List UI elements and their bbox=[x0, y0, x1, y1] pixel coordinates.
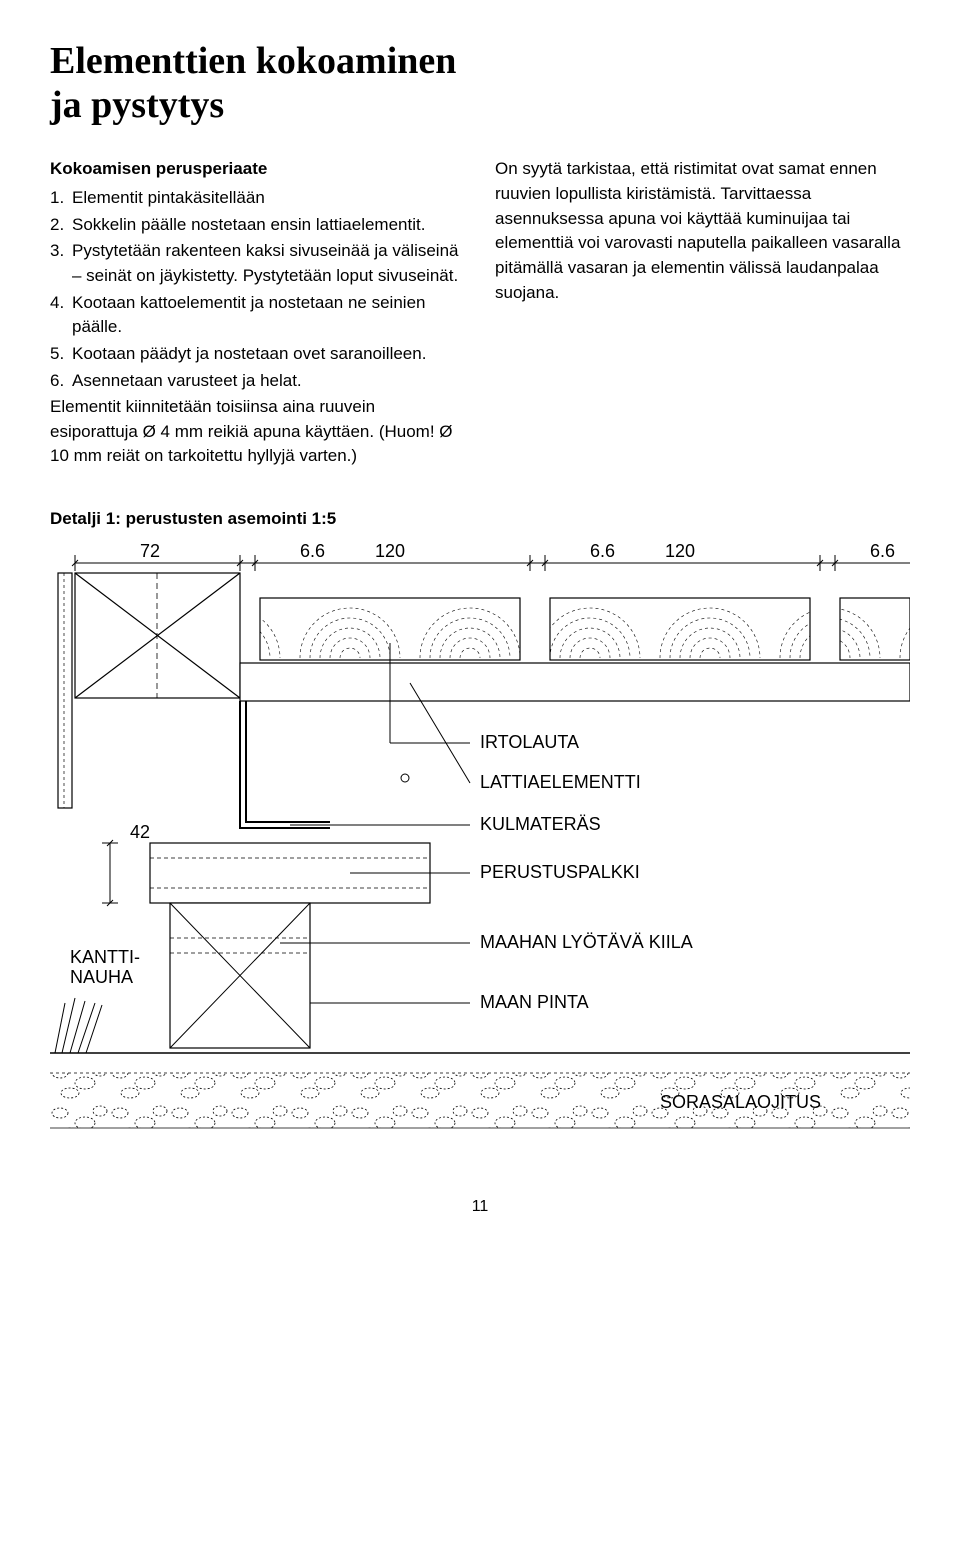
title-line-2: ja pystytys bbox=[50, 84, 224, 126]
detail-caption: Detalji 1: perustusten asemointi 1:5 bbox=[50, 509, 910, 529]
svg-text:SORASALAOJITUS: SORASALAOJITUS bbox=[660, 1092, 821, 1112]
svg-text:KANTTI-: KANTTI- bbox=[70, 947, 140, 967]
svg-text:72: 72 bbox=[140, 543, 160, 561]
right-paragraph: On syytä tarkistaa, että ristimitat ovat… bbox=[495, 157, 910, 305]
list-item: 4.Kootaan kattoelementit ja nostetaan ne… bbox=[50, 291, 465, 340]
svg-text:KULMATERÄS: KULMATERÄS bbox=[480, 814, 601, 834]
after-list-paragraph: Elementit kiinnitetään toisiinsa aina ru… bbox=[50, 395, 465, 469]
title-line-1: Elementtien kokoaminen bbox=[50, 40, 456, 82]
svg-text:6.6: 6.6 bbox=[300, 543, 325, 561]
svg-text:120: 120 bbox=[665, 543, 695, 561]
numbered-list: 1.Elementit pintakäsitellään 2.Sokkelin … bbox=[50, 186, 465, 393]
svg-text:6.6: 6.6 bbox=[870, 543, 895, 561]
svg-text:PERUSTUSPALKKI: PERUSTUSPALKKI bbox=[480, 862, 640, 882]
list-item: 1.Elementit pintakäsitellään bbox=[50, 186, 465, 211]
svg-text:MAAN PINTA: MAAN PINTA bbox=[480, 992, 589, 1012]
list-item: 6.Asennetaan varusteet ja helat. bbox=[50, 369, 465, 394]
list-item: 2.Sokkelin päälle nostetaan ensin lattia… bbox=[50, 213, 465, 238]
svg-text:MAAHAN LYÖTÄVÄ KIILA: MAAHAN LYÖTÄVÄ KIILA bbox=[480, 932, 693, 952]
list-item: 3.Pystytetään rakenteen kaksi sivuseinää… bbox=[50, 239, 465, 288]
svg-text:120: 120 bbox=[375, 543, 405, 561]
right-column: On syytä tarkistaa, että ristimitat ovat… bbox=[495, 157, 910, 469]
svg-text:6.6: 6.6 bbox=[590, 543, 615, 561]
text-columns: Kokoamisen perusperiaate 1.Elementit pin… bbox=[50, 157, 910, 469]
left-heading: Kokoamisen perusperiaate bbox=[50, 157, 465, 182]
foundation-diagram-svg: 72 6.6 120 6.6 120 6.6 bbox=[50, 543, 910, 1163]
page-number: 11 bbox=[50, 1198, 910, 1216]
svg-text:NAUHA: NAUHA bbox=[70, 967, 133, 987]
list-item: 5.Kootaan päädyt ja nostetaan ovet saran… bbox=[50, 342, 465, 367]
page-title: Elementtien kokoaminen ja pystytys bbox=[50, 40, 910, 127]
svg-text:IRTOLAUTA: IRTOLAUTA bbox=[480, 732, 579, 752]
diagram: 72 6.6 120 6.6 120 6.6 bbox=[50, 543, 910, 1168]
left-column: Kokoamisen perusperiaate 1.Elementit pin… bbox=[50, 157, 465, 469]
svg-text:42: 42 bbox=[130, 822, 150, 842]
svg-text:LATTIAELEMENTTI: LATTIAELEMENTTI bbox=[480, 772, 641, 792]
